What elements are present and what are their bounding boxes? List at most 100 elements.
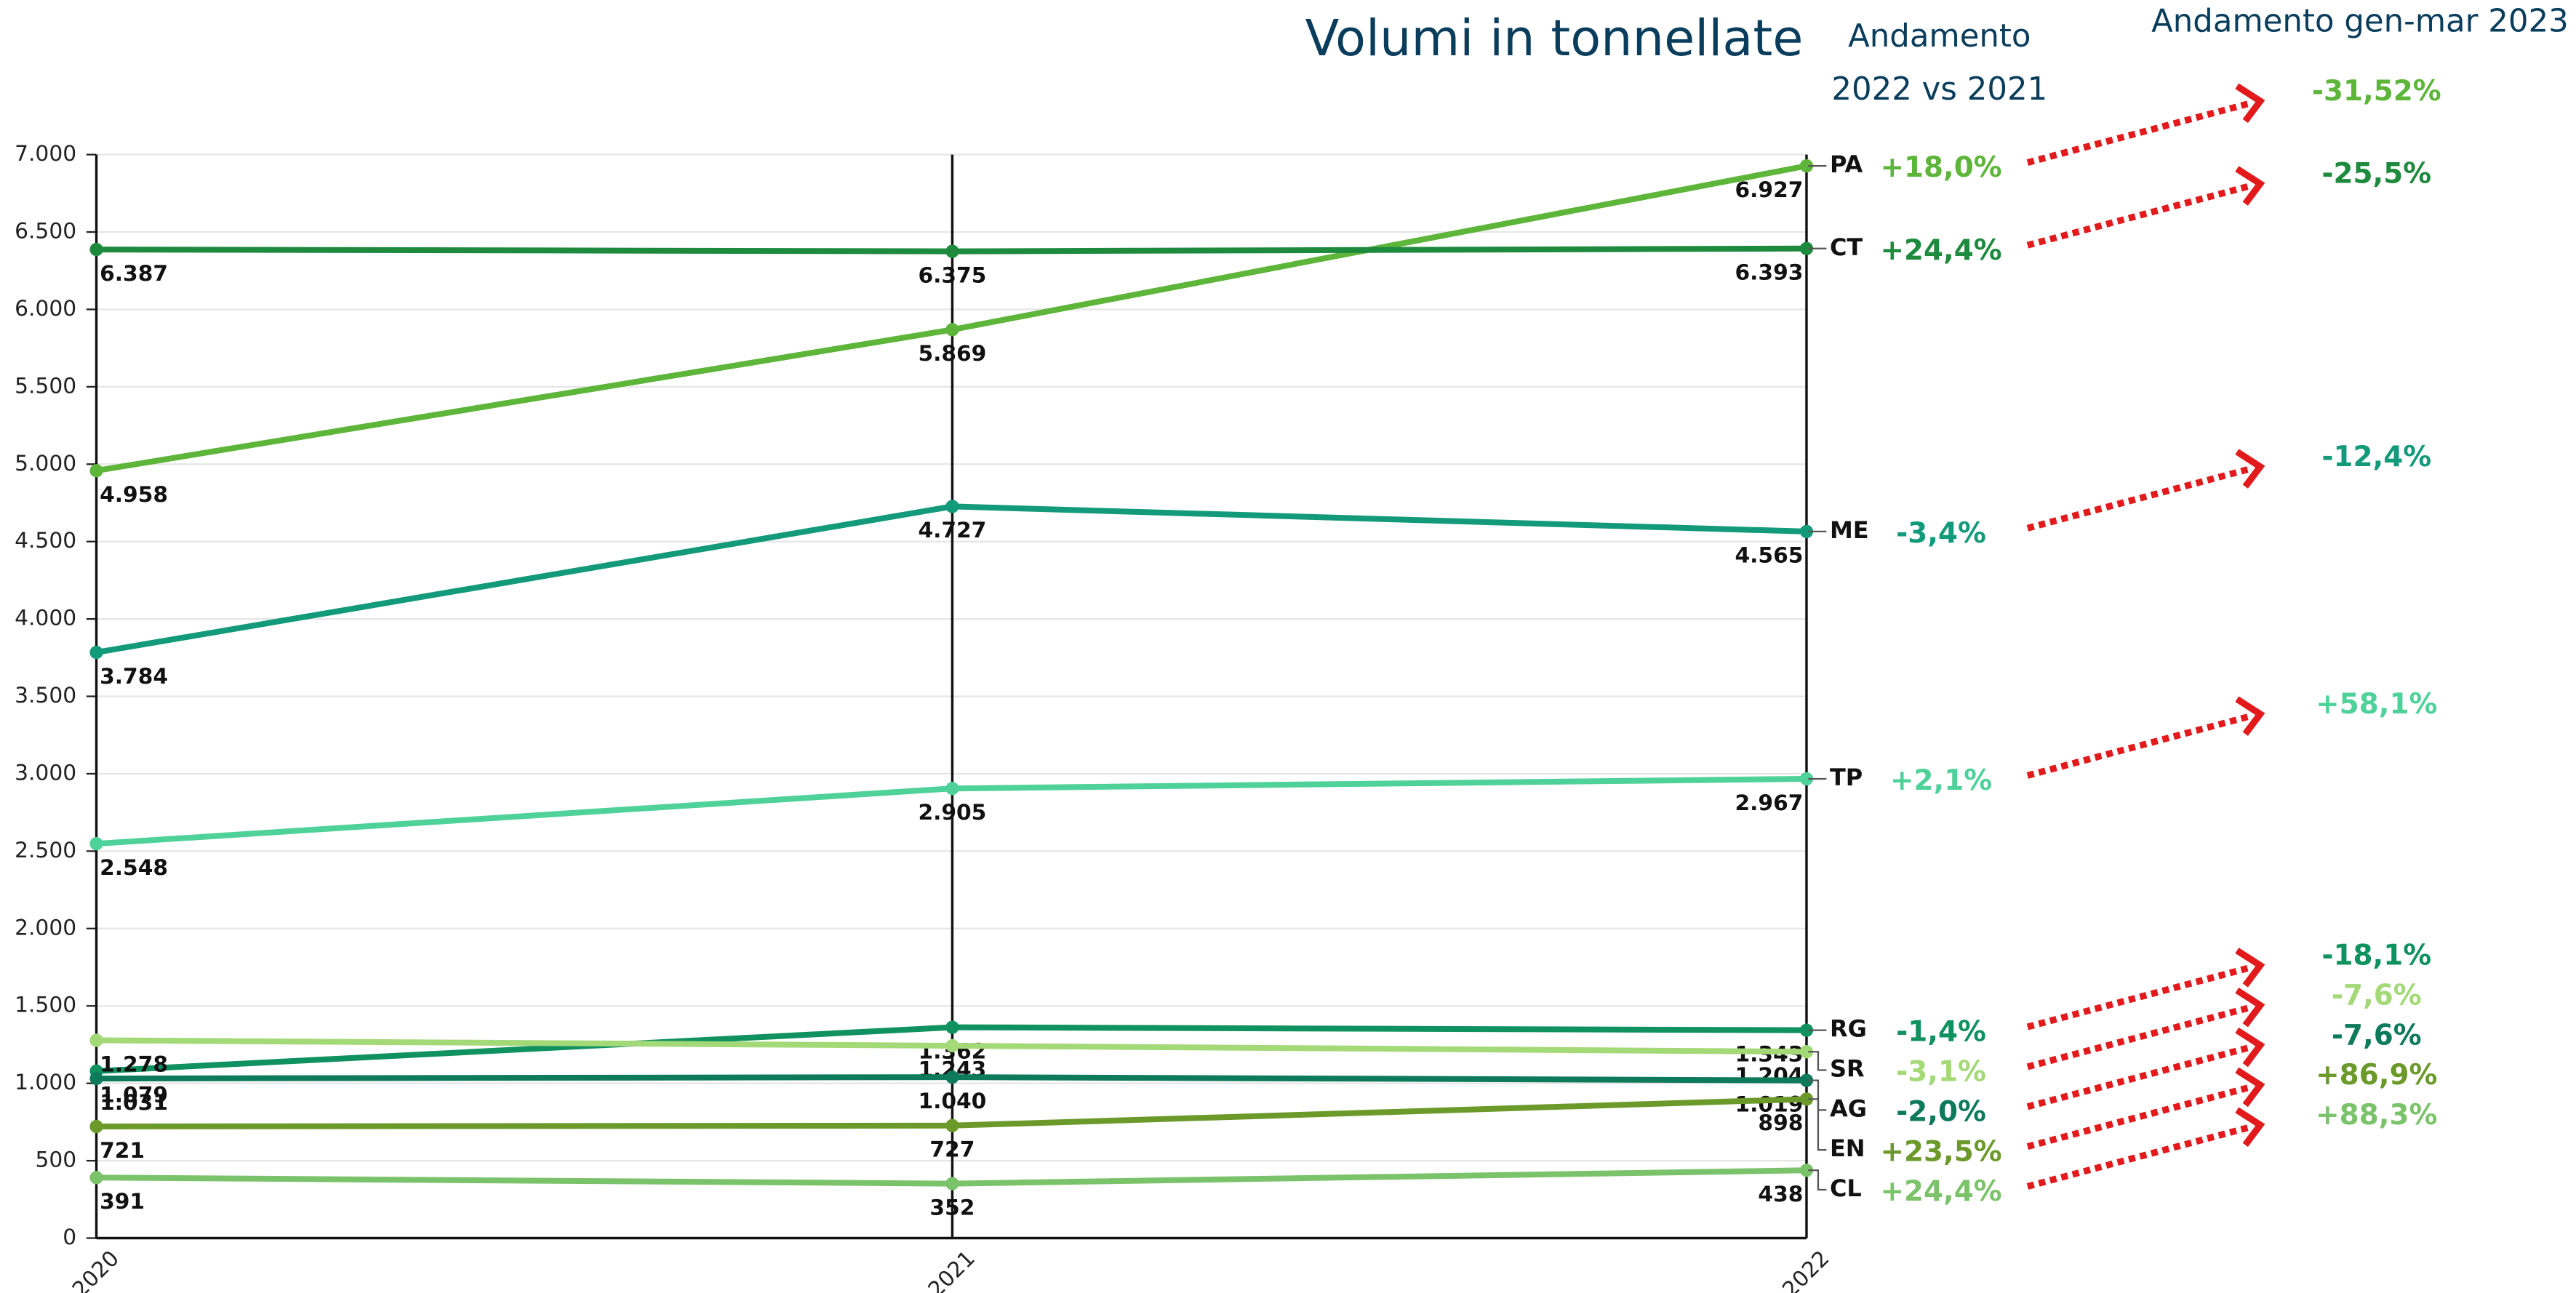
data-label: 4.958 bbox=[100, 482, 168, 508]
data-label: 4.727 bbox=[918, 518, 986, 543]
arrow bbox=[2026, 1044, 2253, 1110]
arrow bbox=[2026, 964, 2253, 1030]
arrow-head bbox=[2235, 83, 2265, 124]
y-tick-label: 6.500 bbox=[15, 219, 76, 244]
arrow bbox=[2026, 465, 2253, 532]
point bbox=[89, 242, 103, 257]
change-2023: +58,1% bbox=[2316, 688, 2437, 721]
arrow bbox=[2026, 1123, 2253, 1190]
point bbox=[89, 464, 103, 478]
arrow bbox=[2026, 1083, 2253, 1150]
point bbox=[945, 500, 959, 513]
change: -2,0% bbox=[1896, 1095, 1986, 1128]
data-label: 6.387 bbox=[100, 261, 168, 287]
point bbox=[945, 323, 959, 337]
point bbox=[89, 837, 103, 851]
change: +24,4% bbox=[1880, 1175, 2001, 1208]
x-tick-label: 2021 bbox=[924, 1246, 980, 1293]
data-label: 1.031 bbox=[100, 1090, 168, 1116]
series-label: PA bbox=[1830, 151, 1863, 178]
arrow bbox=[2026, 1004, 2253, 1070]
change: -3,1% bbox=[1896, 1056, 1986, 1089]
data-label: 1.079 bbox=[100, 1083, 168, 1108]
data-label: 4.565 bbox=[1735, 543, 1803, 569]
change-2023: -25,5% bbox=[2321, 158, 2431, 191]
point bbox=[1799, 772, 1814, 786]
series-label: SR bbox=[1830, 1055, 1865, 1083]
point bbox=[89, 1033, 103, 1047]
point bbox=[945, 1038, 959, 1053]
arrow-head bbox=[2235, 166, 2265, 206]
point bbox=[89, 645, 103, 660]
data-label: 898 bbox=[1758, 1110, 1803, 1136]
data-label: 727 bbox=[929, 1137, 975, 1163]
point bbox=[1799, 1092, 1814, 1106]
y-tick-label: 5.500 bbox=[15, 373, 76, 399]
series-label: CT bbox=[1830, 233, 1863, 261]
change-2023: -31,52% bbox=[2312, 75, 2441, 108]
data-label: 1.278 bbox=[100, 1052, 168, 1077]
point bbox=[945, 244, 959, 258]
data-label: 2.967 bbox=[1735, 790, 1803, 816]
y-tick-label: 4.000 bbox=[15, 606, 76, 631]
y-tick-label: 3.500 bbox=[15, 683, 76, 708]
data-label: 438 bbox=[1758, 1182, 1803, 1207]
y-tick-label: 1.000 bbox=[15, 1070, 76, 1095]
y-tick-label: 0 bbox=[63, 1225, 76, 1250]
change: -1,4% bbox=[1896, 1016, 1986, 1049]
label-connector bbox=[1808, 1079, 1827, 1111]
arrow bbox=[2026, 99, 2253, 166]
arrow-head bbox=[2235, 1067, 2265, 1108]
change: +2,1% bbox=[1890, 764, 1992, 797]
data-label: 352 bbox=[929, 1195, 975, 1220]
change: +23,5% bbox=[1880, 1135, 2001, 1168]
data-label: 1.019 bbox=[1735, 1092, 1803, 1117]
point bbox=[1799, 1073, 1814, 1087]
change: +18,0% bbox=[1880, 151, 2001, 184]
point bbox=[1799, 159, 1814, 173]
change-header: 2022 vs 2021 bbox=[1831, 71, 2047, 108]
data-label: 6.393 bbox=[1735, 260, 1803, 286]
change-2023: -18,1% bbox=[2321, 940, 2431, 972]
change-header: Andamento bbox=[1848, 18, 2031, 55]
data-label: 1.204 bbox=[1735, 1063, 1803, 1089]
change: -3,4% bbox=[1896, 517, 1986, 550]
x-tick-label: 2022 bbox=[1777, 1246, 1834, 1293]
label-connector bbox=[1808, 1051, 1827, 1071]
data-label: 5.869 bbox=[918, 341, 986, 367]
change-2023: +86,9% bbox=[2316, 1059, 2437, 1092]
data-label: 2.548 bbox=[100, 855, 168, 881]
y-tick-label: 2.000 bbox=[15, 915, 76, 940]
change-2023: +88,3% bbox=[2316, 1099, 2437, 1132]
point bbox=[1799, 1045, 1814, 1059]
change-2023: -12,4% bbox=[2321, 441, 2431, 473]
data-label: 1.040 bbox=[918, 1089, 986, 1114]
arrow-head bbox=[2235, 987, 2265, 1028]
label-connector bbox=[1808, 1098, 1827, 1151]
y-tick-label: 2.500 bbox=[15, 838, 76, 863]
y-tick-label: 7.000 bbox=[15, 141, 76, 167]
point bbox=[945, 782, 959, 796]
arrow-head bbox=[2235, 1107, 2265, 1148]
y-tick-label: 6.000 bbox=[15, 296, 76, 321]
arrow-head bbox=[2235, 1027, 2265, 1068]
arrow bbox=[2026, 712, 2253, 779]
point bbox=[1799, 524, 1814, 539]
data-label: 3.784 bbox=[100, 664, 168, 689]
arrow-head bbox=[2235, 948, 2265, 988]
point bbox=[1799, 1023, 1814, 1037]
change-2023: -7,6% bbox=[2332, 1019, 2422, 1052]
data-label: 721 bbox=[100, 1138, 145, 1164]
data-label: 391 bbox=[100, 1189, 145, 1214]
y-tick-label: 500 bbox=[35, 1148, 76, 1173]
y-tick-label: 3.000 bbox=[15, 760, 76, 785]
arrow-head bbox=[2235, 696, 2265, 737]
y-tick-label: 5.000 bbox=[15, 451, 76, 476]
y-tick-label: 1.500 bbox=[15, 993, 76, 1018]
change: +24,4% bbox=[1880, 234, 2001, 267]
series-label: CL bbox=[1830, 1174, 1862, 1202]
arrow bbox=[2026, 182, 2253, 249]
point bbox=[945, 1070, 959, 1084]
label-connector bbox=[1808, 1169, 1827, 1191]
